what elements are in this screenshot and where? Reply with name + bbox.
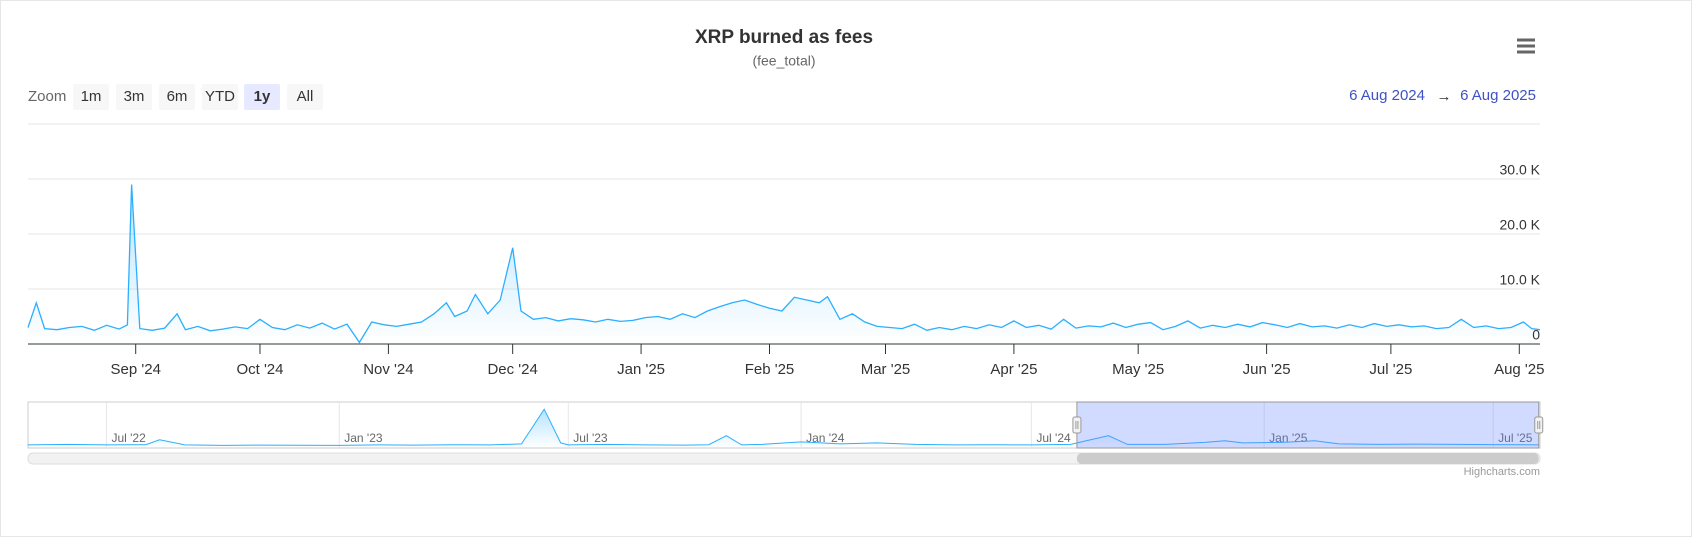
x-tick-label: Nov '24 — [363, 361, 413, 378]
navigator-handle[interactable] — [1072, 416, 1082, 434]
y-tick-label: 10.0 K — [1500, 272, 1541, 288]
zoom-buttons: 1m 3m 6m YTD 1y All — [73, 84, 323, 110]
navigator-tick-label: Jul '23 — [573, 431, 608, 445]
x-tick-label: Sep '24 — [111, 361, 161, 378]
zoom-button-label: 1m — [81, 88, 102, 105]
navigator-mask[interactable] — [1076, 401, 1540, 449]
zoom-button[interactable] — [287, 84, 323, 110]
x-tick-label: Jul '25 — [1369, 361, 1412, 378]
y-tick-label: 30.0 K — [1500, 162, 1541, 178]
zoom-button[interactable] — [116, 84, 152, 110]
zoom-button-label: 3m — [124, 88, 145, 105]
scrollbar-thumb[interactable] — [1076, 453, 1539, 464]
y-tick-label: 20.0 K — [1500, 217, 1541, 233]
zoom-button[interactable] — [244, 84, 280, 110]
x-tick-label: Jan '25 — [617, 361, 665, 378]
range-separator: → — [1437, 88, 1452, 105]
navigator-tick-label: Jul '25 — [1498, 431, 1533, 445]
x-tick-label: May '25 — [1112, 361, 1164, 378]
x-tick-label: Feb '25 — [745, 361, 795, 378]
x-tick-label: Apr '25 — [990, 361, 1037, 378]
x-tick-label: Oct '24 — [236, 361, 283, 378]
navigator-tick-label: Jan '24 — [806, 431, 845, 445]
chart-subtitle: (fee_total) — [752, 53, 815, 69]
navigator-tick-label: Jul '24 — [1036, 431, 1071, 445]
zoom-button-label: All — [297, 88, 314, 105]
zoom-button-label: 1y — [254, 88, 271, 105]
range-from[interactable]: 6 Aug 2024 — [1349, 87, 1425, 104]
zoom-button[interactable] — [202, 84, 238, 110]
zoom-button-label: YTD — [205, 88, 235, 105]
zoom-button-label: 6m — [167, 88, 188, 105]
zoom-button[interactable] — [159, 84, 195, 110]
line — [27, 184, 1541, 344]
zoom-label: Zoom — [28, 88, 66, 105]
x-tick-label: Jun '25 — [1243, 361, 1291, 378]
x-tick-label: Mar '25 — [861, 361, 911, 378]
x-tick-label: Aug '25 — [1494, 361, 1544, 378]
navigator-tick-label: Jan '23 — [344, 431, 383, 445]
chart-title: XRP burned as fees — [695, 27, 873, 48]
navigator-line — [27, 408, 1539, 446]
zoom-button[interactable] — [73, 84, 109, 110]
range-to[interactable]: 6 Aug 2025 — [1460, 87, 1536, 104]
x-tick-label: Dec '24 — [487, 361, 537, 378]
menu-button[interactable] — [1514, 36, 1538, 58]
credits[interactable]: Highcharts.com — [1464, 466, 1540, 478]
navigator-tick-label: Jul '22 — [111, 431, 146, 445]
navigator-frame — [27, 401, 1541, 449]
area-fill — [28, 184, 1540, 344]
navigator-handle[interactable] — [1534, 416, 1544, 434]
